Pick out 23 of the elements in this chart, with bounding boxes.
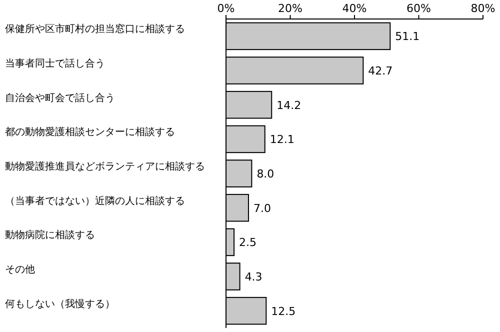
y-tick-label: 保健所や区市町村の担当窓口に相談する: [5, 23, 185, 36]
data-label: 42.7: [368, 64, 393, 78]
y-tick-label: 何もしない（我慢する）: [5, 298, 115, 310]
data-label: 12.1: [270, 133, 294, 146]
x-tick-label: 20%: [278, 2, 302, 15]
x-tick-label: 40%: [342, 2, 367, 15]
y-tick-label: 動物愛護推進員などボランティアに相談する: [5, 160, 205, 172]
data-label: 14.2: [276, 98, 302, 112]
data-label: 2.5: [239, 236, 257, 250]
y-tick-label: 当事者同士で話し合う: [5, 58, 105, 70]
data-label: 7.0: [253, 202, 271, 215]
x-tick-label: 60%: [406, 2, 431, 15]
x-tick-label: 80%: [470, 2, 496, 15]
data-label: 51.1: [395, 30, 420, 44]
y-tick-label: 都の動物愛護相談センターに相談する: [5, 126, 175, 138]
data-label: 12.5: [271, 304, 296, 318]
y-tick-label: 自治会や町会で話し合う: [5, 92, 115, 104]
x-tick-label: 0%: [217, 2, 235, 15]
y-tick-label: （当事者ではない）近隣の人に相談する: [5, 194, 185, 207]
data-label: 8.0: [256, 168, 274, 180]
y-tick-label: その他: [5, 264, 35, 276]
y-tick-label: 動物病院に相談する: [5, 229, 95, 242]
data-label: 4.3: [244, 270, 262, 284]
